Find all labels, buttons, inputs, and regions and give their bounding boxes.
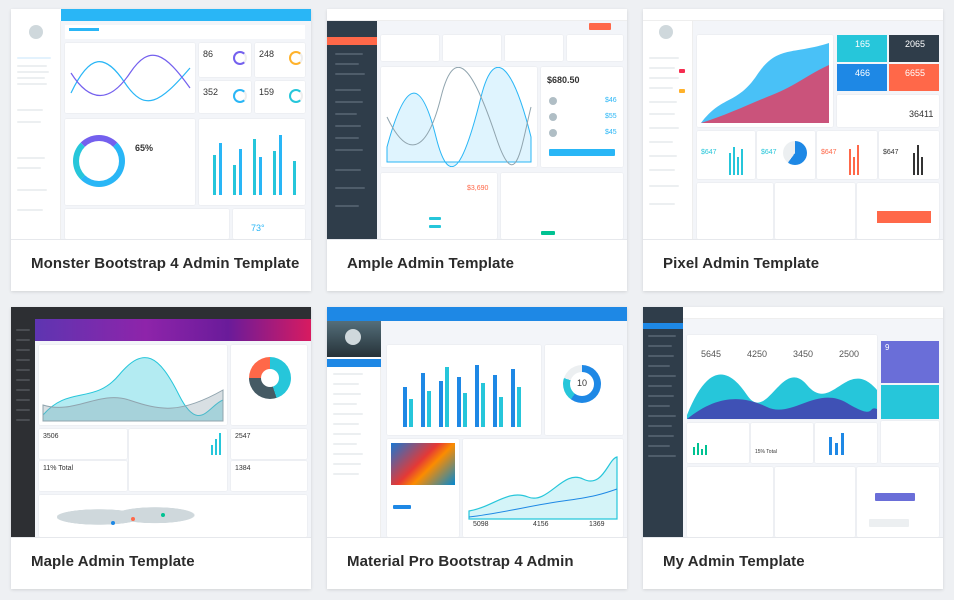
template-card-myadmin[interactable]: 5645 4250 3450 2500 9 15% Total: [643, 307, 943, 589]
stat-value: $647: [883, 149, 899, 156]
stat-value: 248: [259, 49, 275, 59]
template-card-pixel[interactable]: 165 2065 466 6655 36411 $647 $647 $647 $…: [643, 9, 943, 291]
stat-value: 6655: [905, 68, 926, 78]
stat-value: $647: [701, 149, 717, 156]
template-thumbnail-ample[interactable]: $680.50 $46 $55 $45 $3,690: [327, 9, 627, 239]
stat-value: 159: [259, 87, 275, 97]
stat-value: 36411: [909, 109, 934, 119]
promo-value: 9: [885, 343, 890, 352]
stat-value: 165: [855, 39, 871, 49]
stat-value: 4156: [533, 521, 549, 528]
template-thumbnail-myadmin[interactable]: 5645 4250 3450 2500 9 15% Total: [643, 307, 943, 537]
area-chart-icon: [701, 43, 829, 123]
stat-value: 2547: [235, 433, 251, 440]
template-title[interactable]: Maple Admin Template: [31, 553, 195, 570]
stat-value: $647: [761, 149, 777, 156]
template-title[interactable]: Ample Admin Template: [347, 255, 515, 272]
price-value: $55: [605, 113, 617, 120]
sales-value: $3,690: [467, 185, 489, 192]
template-card-maple[interactable]: 3506 11% Total 2547 1384 Maple Admin Tem…: [11, 307, 311, 589]
area-chart-icon: [42, 357, 224, 422]
stat-value: 466: [855, 68, 871, 78]
stat-value: 3450: [793, 349, 814, 359]
donut-center-value: 10: [577, 378, 588, 388]
template-thumbnail-pixel[interactable]: 165 2065 466 6655 36411 $647 $647 $647 $…: [643, 9, 943, 239]
template-title[interactable]: Pixel Admin Template: [663, 255, 820, 272]
weather-temp: 73°: [251, 223, 265, 233]
line-chart-icon: [70, 54, 191, 102]
total-earnings: $680.50: [547, 75, 580, 85]
template-card-monster[interactable]: 86 248 352 159 65%: [11, 9, 311, 291]
template-title[interactable]: My Admin Template: [663, 553, 805, 570]
area-chart-icon: [687, 374, 877, 419]
template-title[interactable]: Monster Bootstrap 4 Admin Template: [31, 255, 300, 272]
stat-value: 1369: [589, 521, 605, 528]
stat-value: 1384: [235, 465, 251, 472]
template-thumbnail-materialpro[interactable]: 10 5098 4156 1369: [327, 307, 627, 537]
template-card-ample[interactable]: $680.50 $46 $55 $45 $3,690 Ample Admin T…: [327, 9, 627, 291]
stat-value: 352: [203, 87, 219, 97]
stat-value: 5645: [701, 349, 722, 359]
stat-value: $647: [821, 149, 837, 156]
wave-chart-icon: [386, 66, 532, 167]
stat-value: 2500: [839, 349, 860, 359]
stat-value: 3506: [43, 433, 59, 440]
stat-value: 15% Total: [755, 449, 777, 455]
stat-value: 4250: [747, 349, 768, 359]
stat-value: 86: [203, 49, 214, 59]
donut-percent: 65%: [135, 143, 154, 153]
stat-value: 2065: [905, 39, 926, 49]
template-title[interactable]: Material Pro Bootstrap 4 Admin: [347, 553, 574, 570]
price-value: $46: [605, 97, 617, 104]
stat-value: 11% Total: [43, 465, 74, 472]
price-value: $45: [605, 129, 617, 136]
template-thumbnail-maple[interactable]: 3506 11% Total 2547 1384: [11, 307, 311, 537]
template-card-materialpro[interactable]: 10 5098 4156 1369 Material Pro Bootstrap…: [327, 307, 627, 589]
line-chart-icon: [468, 456, 618, 520]
stat-value: 5098: [473, 521, 489, 528]
template-thumbnail-monster[interactable]: 86 248 352 159 65%: [11, 9, 311, 239]
